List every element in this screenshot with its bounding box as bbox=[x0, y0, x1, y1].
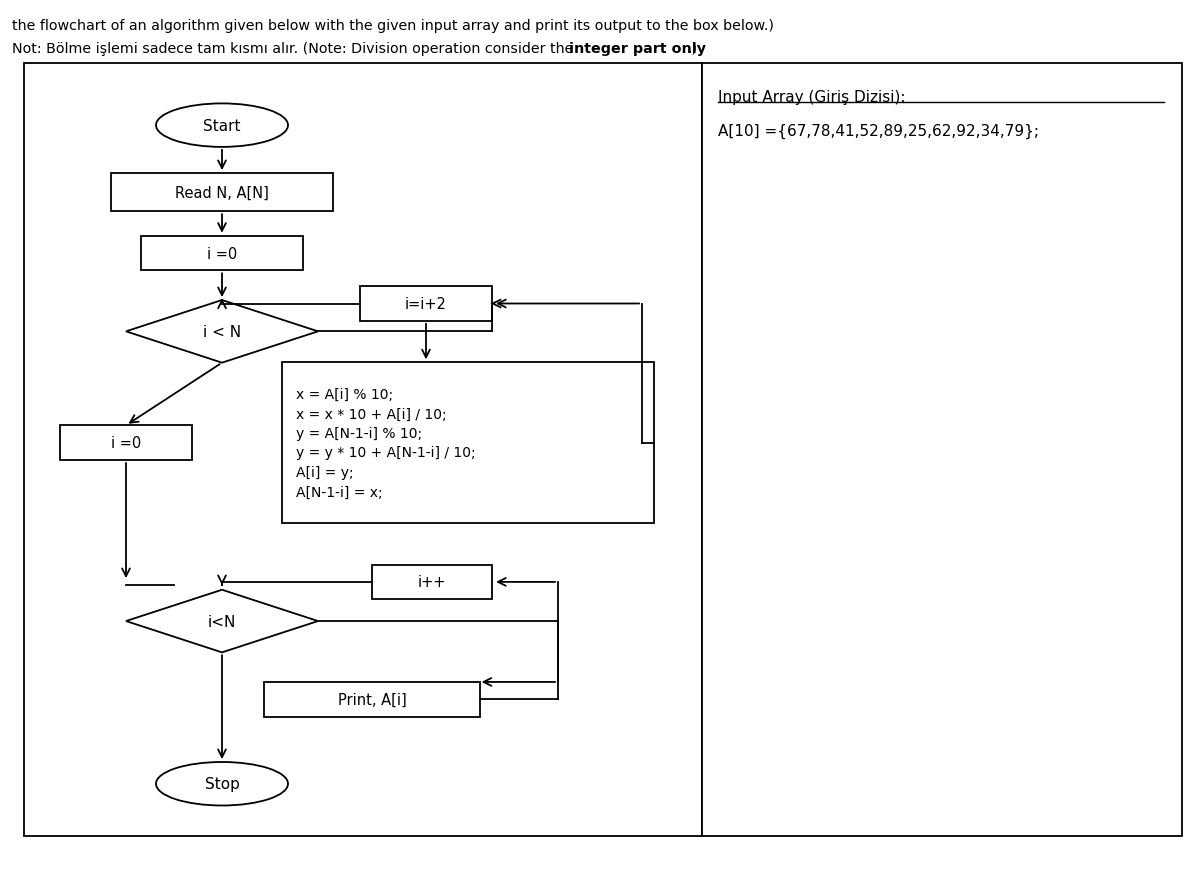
Text: Read N, A[N]: Read N, A[N] bbox=[175, 185, 269, 201]
Text: i++: i++ bbox=[418, 574, 446, 590]
Text: i =0: i =0 bbox=[206, 246, 238, 262]
Text: i<N: i<N bbox=[208, 614, 236, 629]
Text: Stop: Stop bbox=[204, 776, 240, 792]
FancyBboxPatch shape bbox=[264, 682, 480, 717]
Text: i < N: i < N bbox=[203, 324, 241, 340]
FancyBboxPatch shape bbox=[112, 174, 332, 212]
Polygon shape bbox=[126, 301, 318, 363]
Ellipse shape bbox=[156, 762, 288, 806]
Text: integer part only: integer part only bbox=[569, 42, 706, 56]
Text: Print, A[i]: Print, A[i] bbox=[337, 692, 407, 707]
FancyBboxPatch shape bbox=[142, 236, 302, 271]
Text: the flowchart of an algorithm given below with the given input array and print i: the flowchart of an algorithm given belo… bbox=[12, 19, 774, 33]
Text: Input Array (Giriş Dizisi):: Input Array (Giriş Dizisi): bbox=[718, 90, 905, 105]
Text: Not: Bölme işlemi sadece tam kısmı alır. (Note: Division operation consider the: Not: Bölme işlemi sadece tam kısmı alır.… bbox=[12, 42, 578, 56]
FancyBboxPatch shape bbox=[372, 565, 492, 600]
Text: i=i+2: i=i+2 bbox=[406, 296, 446, 312]
FancyBboxPatch shape bbox=[282, 362, 654, 523]
Text: Start: Start bbox=[203, 118, 241, 134]
Text: A[10] ={67,78,41,52,89,25,62,92,34,79};: A[10] ={67,78,41,52,89,25,62,92,34,79}; bbox=[718, 123, 1038, 138]
FancyBboxPatch shape bbox=[360, 287, 492, 322]
FancyBboxPatch shape bbox=[60, 426, 192, 461]
Text: x = A[i] % 10;
x = x * 10 + A[i] / 10;
y = A[N-1-i] % 10;
y = y * 10 + A[N-1-i] : x = A[i] % 10; x = x * 10 + A[i] / 10; y… bbox=[296, 388, 476, 499]
Polygon shape bbox=[126, 590, 318, 653]
Ellipse shape bbox=[156, 104, 288, 148]
Text: i =0: i =0 bbox=[110, 435, 142, 451]
Text: .): .) bbox=[688, 42, 697, 56]
FancyBboxPatch shape bbox=[702, 64, 1182, 836]
FancyBboxPatch shape bbox=[24, 64, 702, 836]
